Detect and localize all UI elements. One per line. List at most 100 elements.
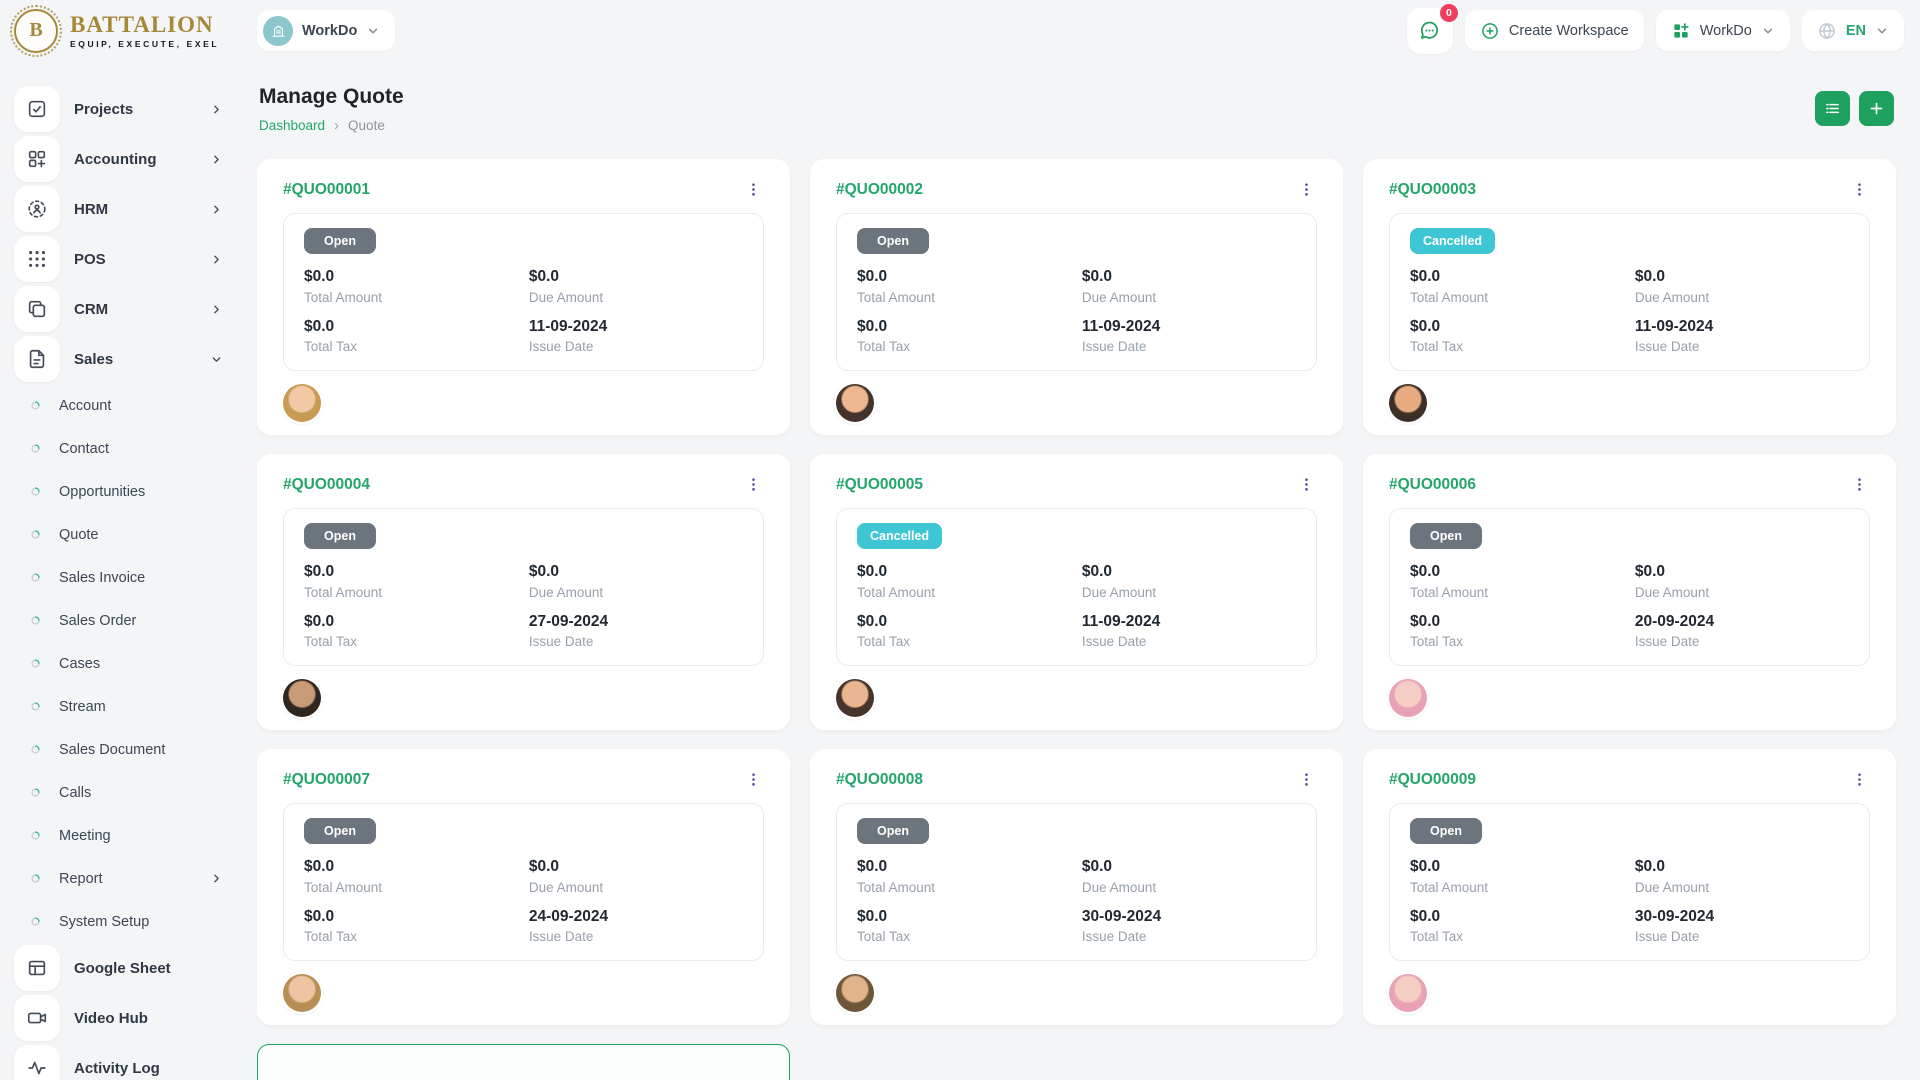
card-menu-button[interactable] (743, 179, 764, 200)
card-menu-button[interactable] (743, 474, 764, 495)
messages-button[interactable]: 0 (1406, 3, 1458, 54)
quote-id-link[interactable]: #QUO00003 (1389, 180, 1477, 198)
sidebar-item-label: Sales Order (59, 612, 137, 629)
due-amount-label: Due Amount (528, 289, 604, 305)
card-menu-button[interactable] (1849, 179, 1870, 200)
quote-stats: $0.0 Total Amount $0.0 Due Amount $0.0 T… (304, 563, 743, 649)
sidebar-item-video-hub[interactable]: Video Hub (0, 993, 245, 1043)
sidebar-item-sales[interactable]: Sales (0, 334, 245, 384)
sidebar-item-label: System Setup (59, 913, 150, 930)
avatar[interactable] (836, 384, 874, 423)
list-view-button[interactable] (1815, 91, 1850, 126)
total-amount-value: $0.0 (1410, 563, 1441, 580)
avatar[interactable] (1389, 384, 1427, 423)
due-amount-label: Due Amount (1081, 584, 1157, 600)
total-tax-label: Total Tax (1410, 929, 1464, 945)
quote-card-body: Open $0.0 Total Amount $0.0 Due Amount $… (1389, 508, 1870, 667)
sidebar-item-pos[interactable]: POS (0, 234, 245, 284)
sidebar-item-label: Video Hub (74, 1009, 148, 1027)
brand-logo-letter: B (29, 19, 43, 41)
quote-card: #QUO00006 Open $0.0 Total Amount $0.0 Du… (1363, 454, 1896, 730)
total-tax-label: Total Tax (1410, 339, 1464, 355)
quote-id-link[interactable]: #QUO00007 (283, 770, 371, 788)
sidebar-item-sales-document[interactable]: Sales Document (0, 728, 245, 771)
sidebar-item-sales-order[interactable]: Sales Order (0, 599, 245, 642)
create-quote-button[interactable] (1859, 91, 1894, 126)
sidebar-item-label: Sales Invoice (59, 569, 146, 586)
sidebar-item-quote[interactable]: Quote (0, 513, 245, 556)
card-menu-button[interactable] (1849, 769, 1870, 790)
quote-stats: $0.0 Total Amount $0.0 Due Amount $0.0 T… (304, 268, 743, 354)
sidebar-item-account[interactable]: Account (0, 384, 245, 427)
avatar[interactable] (836, 974, 874, 1013)
sidebar-item-crm[interactable]: CRM (0, 284, 245, 334)
sidebar-item-label: Contact (59, 440, 109, 457)
quote-card-header: #QUO00003 (1389, 179, 1870, 200)
status-badge: Open (857, 818, 929, 844)
sidebar-item-meeting[interactable]: Meeting (0, 814, 245, 857)
total-amount-label: Total Amount (857, 879, 936, 895)
issue-date-label: Issue Date (1634, 634, 1700, 650)
language-menu-button[interactable]: EN (1801, 10, 1904, 51)
card-menu-button[interactable] (1296, 179, 1317, 200)
circle-icon (30, 701, 41, 712)
sidebar-item-accounting[interactable]: Accounting (0, 134, 245, 184)
sidebar-item-hrm[interactable]: HRM (0, 184, 245, 234)
avatar[interactable] (283, 974, 321, 1013)
card-menu-button[interactable] (743, 769, 764, 790)
avatar[interactable] (1389, 679, 1427, 718)
quote-card: #QUO00004 Open $0.0 Total Amount $0.0 Du… (257, 454, 790, 730)
quote-card-body: Open $0.0 Total Amount $0.0 Due Amount $… (283, 213, 764, 372)
sidebar-item-sales-invoice[interactable]: Sales Invoice (0, 556, 245, 599)
quote-card: #QUO00009 Open $0.0 Total Amount $0.0 Du… (1363, 749, 1896, 1025)
brand-logo[interactable]: B BATTALION EQUIP, EXECUTE, EXEL (10, 4, 245, 57)
avatar[interactable] (836, 679, 874, 718)
language-label: EN (1845, 22, 1866, 39)
avatar[interactable] (283, 384, 321, 423)
quote-id-link[interactable]: #QUO00009 (1389, 770, 1477, 788)
card-menu-button[interactable] (1296, 474, 1317, 495)
card-menu-button[interactable] (1849, 474, 1870, 495)
card-menu-button[interactable] (1296, 769, 1317, 790)
sidebar-item-label: Accounting (74, 150, 157, 168)
sidebar-item-activity-log[interactable]: Activity Log (0, 1043, 245, 1080)
sidebar-item-cases[interactable]: Cases (0, 642, 245, 685)
sidebar-item-contact[interactable]: Contact (0, 427, 245, 470)
due-amount-label: Due Amount (1634, 879, 1710, 895)
total-amount-label: Total Amount (1410, 584, 1489, 600)
circle-icon (30, 572, 41, 583)
page-title: Manage Quote (259, 85, 404, 108)
dots-vertical-icon (1851, 476, 1868, 493)
quote-id-link[interactable]: #QUO00002 (836, 180, 924, 198)
file-invoice-icon (14, 336, 60, 382)
avatar[interactable] (283, 679, 321, 718)
quote-card: #QUO00003 Cancelled $0.0 Total Amount $0… (1363, 159, 1896, 435)
sidebar-item-report[interactable]: Report (0, 857, 245, 900)
sidebar-item-projects[interactable]: Projects (0, 84, 245, 134)
issue-date-label: Issue Date (1081, 929, 1147, 945)
sidebar-item-stream[interactable]: Stream (0, 685, 245, 728)
quote-id-link[interactable]: #QUO00005 (836, 475, 924, 493)
sidebar-item-google-sheet[interactable]: Google Sheet (0, 943, 245, 993)
quote-id-link[interactable]: #QUO00004 (283, 475, 371, 493)
sidebar-item-system-setup[interactable]: System Setup (0, 900, 245, 943)
workspace-switcher[interactable]: WorkDo (257, 10, 396, 51)
issue-date-label: Issue Date (1634, 339, 1700, 355)
sidebar-item-label: Account (59, 397, 112, 414)
quote-stats: $0.0 Total Amount $0.0 Due Amount $0.0 T… (857, 563, 1296, 649)
sidebar-item-opportunities[interactable]: Opportunities (0, 470, 245, 513)
quote-id-link[interactable]: #QUO00006 (1389, 475, 1477, 493)
total-tax-label: Total Tax (857, 634, 911, 650)
sidebar-item-label: Meeting (59, 827, 111, 844)
sidebar-item-calls[interactable]: Calls (0, 771, 245, 814)
create-workspace-button[interactable]: Create Workspace (1464, 10, 1644, 51)
total-amount-value: $0.0 (857, 858, 888, 875)
quote-id-link[interactable]: #QUO00001 (283, 180, 371, 198)
total-amount-label: Total Amount (304, 879, 383, 895)
quote-card-header: #QUO00007 (283, 769, 764, 790)
breadcrumb-dashboard-link[interactable]: Dashboard (259, 118, 326, 133)
quote-id-link[interactable]: #QUO00008 (836, 770, 924, 788)
issue-date-value: 11-09-2024 (528, 317, 608, 335)
avatar[interactable] (1389, 974, 1427, 1013)
apps-menu-button[interactable]: WorkDo (1655, 10, 1790, 51)
